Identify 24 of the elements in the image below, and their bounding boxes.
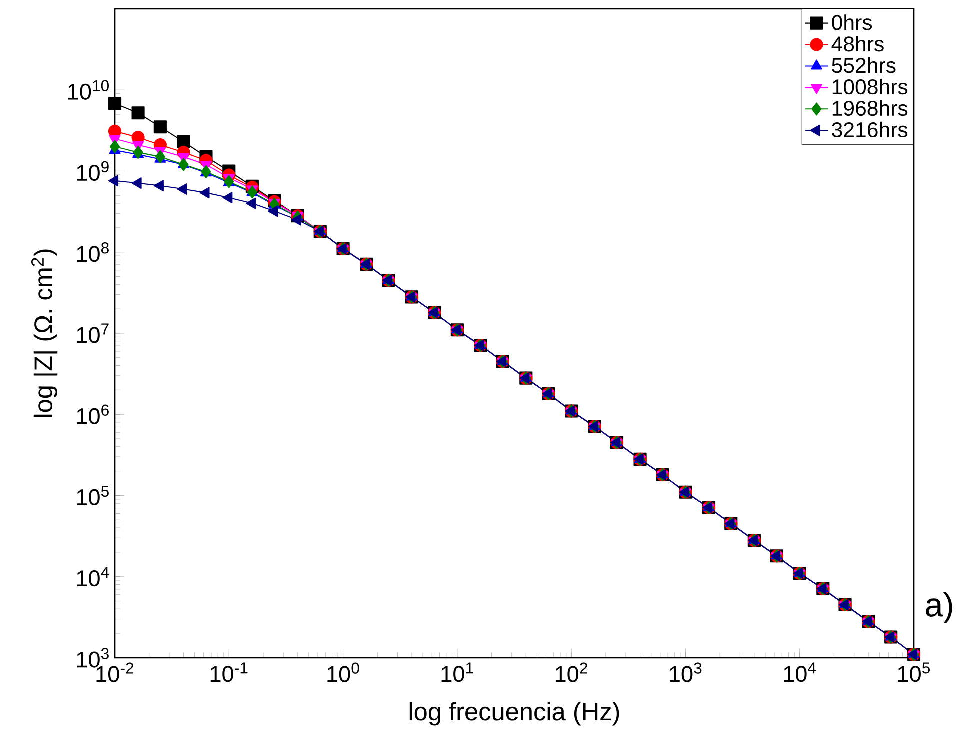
text: a) <box>926 592 952 624</box>
x-axis-title: log frecuencia (Hz) <box>410 702 620 726</box>
x-tick-label: 10$^{2}$ <box>556 662 588 682</box>
legend-label: 3216hrs <box>832 122 908 138</box>
x-tick-label: 10$^{5}$ <box>898 662 930 682</box>
x-tick-label: 10$^{1}$ <box>442 662 474 682</box>
legend-label: 1968hrs <box>832 100 908 116</box>
x-tick-label: 10$^{3}$ <box>670 662 702 682</box>
legend-label: 0hrs <box>832 14 872 30</box>
y-tick-label: 10$^{7}$ <box>77 324 109 344</box>
x-tick-label: 10$^{4}$ <box>784 662 816 682</box>
y-tick-label: 10$^{8}$ <box>77 242 109 262</box>
x-tick-label: 10$^{0}$ <box>328 662 360 682</box>
y-tick-label: 10$^{9}$ <box>77 161 109 182</box>
y-tick-label: 10$^{10}$ <box>68 80 109 100</box>
legend-label: 1008hrs <box>832 78 908 95</box>
y-tick-label: 10$^{3}$ <box>77 648 109 668</box>
y-axis-title: log |Z| (Ω. cm$^{2}$) <box>32 250 58 418</box>
legend-label: 552hrs <box>832 58 896 74</box>
y-tick-label: 10$^{6}$ <box>77 404 109 424</box>
legend-label: 48hrs <box>832 36 884 52</box>
y-tick-label: 10$^{4}$ <box>77 567 110 587</box>
y-tick-label: 10$^{5}$ <box>77 486 109 506</box>
x-tick-label: 10$^{-1}$ <box>210 662 248 682</box>
